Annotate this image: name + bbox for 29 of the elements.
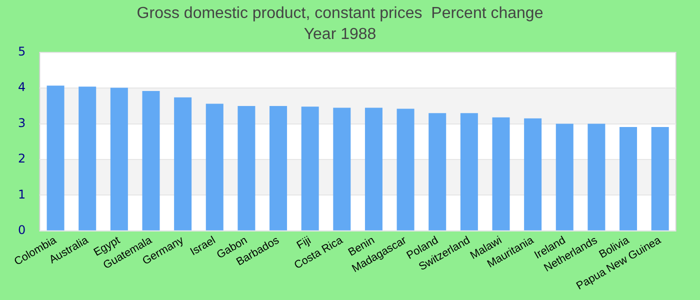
- bar: [364, 108, 382, 230]
- x-tick-label: Fiji: [294, 234, 314, 252]
- bar: [333, 108, 351, 230]
- bar: [524, 118, 542, 230]
- bar: [174, 97, 192, 230]
- bar: [110, 88, 128, 230]
- y-tick-label: 5: [18, 44, 26, 59]
- chart-title: Gross domestic product, constant prices Percent change: [136, 5, 544, 22]
- bar: [428, 113, 446, 230]
- bar: [46, 86, 64, 230]
- bar: [78, 86, 96, 230]
- y-tick-label: 3: [18, 116, 26, 130]
- bar: [651, 127, 669, 230]
- bar: [142, 90, 160, 230]
- bar: [206, 104, 224, 230]
- y-tick-label: 1: [18, 187, 26, 202]
- bar: [238, 106, 256, 230]
- bar: [396, 108, 414, 230]
- chart-subtitle: Year 1988: [304, 26, 376, 44]
- y-tick-label: 4: [18, 80, 26, 94]
- bar: [556, 124, 574, 230]
- bar: [270, 106, 288, 230]
- bar: [492, 117, 510, 230]
- bar: [460, 113, 478, 230]
- y-tick-label: 2: [18, 152, 26, 166]
- bar: [301, 106, 319, 230]
- bar: [620, 127, 638, 230]
- bar: [588, 124, 606, 230]
- y-tick-label: 0: [18, 222, 26, 237]
